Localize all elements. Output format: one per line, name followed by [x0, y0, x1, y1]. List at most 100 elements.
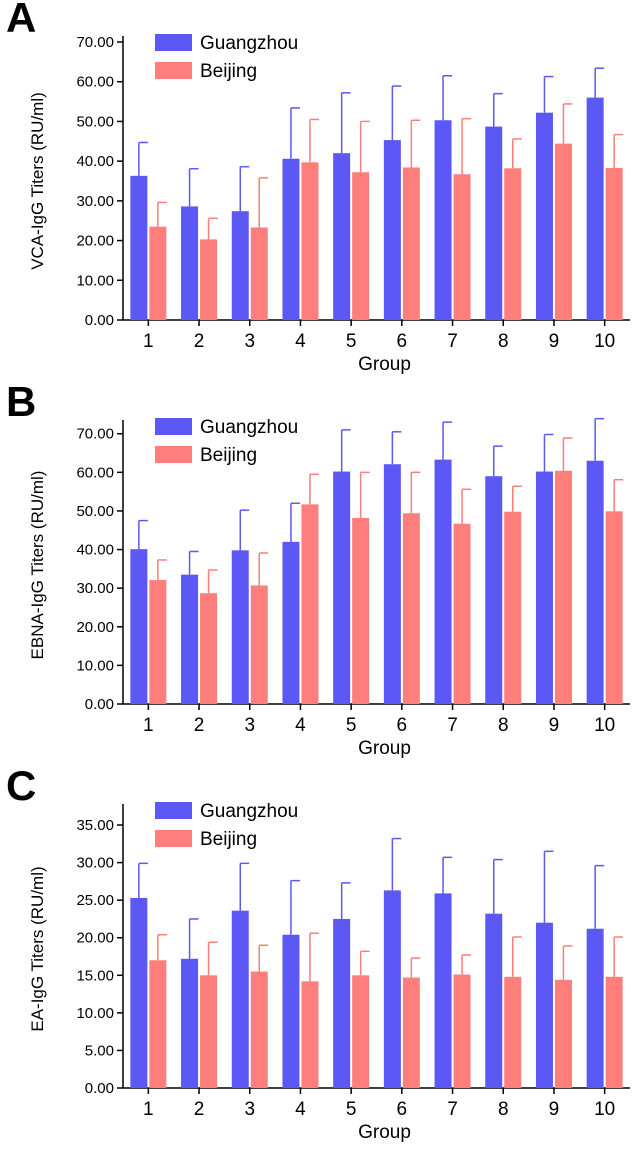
bar: [402, 167, 420, 320]
x-tick-label: 10: [594, 715, 615, 736]
bar: [149, 580, 167, 704]
bar: [181, 574, 199, 704]
y-tick-label: 70.00: [76, 34, 114, 51]
x-tick-label: 6: [397, 331, 408, 352]
x-tick-label: 2: [194, 1099, 205, 1120]
bar: [130, 549, 148, 704]
x-tick-label: 9: [549, 715, 560, 736]
panel-letter: B: [6, 378, 37, 425]
y-axis-label: VCA-IgG Titers (RU/ml): [28, 92, 47, 270]
bar: [586, 928, 604, 1088]
bar: [605, 511, 623, 704]
bar: [333, 471, 351, 704]
x-tick-label: 10: [594, 1099, 615, 1120]
bar: [282, 934, 300, 1088]
panel-a: A 0.00 10.00 20.00 30.00 40.00 50.00 60.00 70.0…: [0, 0, 637, 384]
bar: [301, 981, 319, 1088]
bar: [200, 975, 218, 1088]
legend-swatch: [155, 418, 192, 435]
bar: [504, 168, 522, 320]
y-tick-label: 50.00: [76, 503, 114, 520]
x-tick-label: 3: [244, 331, 255, 352]
bar: [485, 913, 503, 1088]
y-tick-label: 20.00: [76, 930, 114, 947]
bar: [181, 206, 199, 320]
y-tick-label: 50.00: [76, 113, 114, 130]
bar: [434, 459, 452, 704]
y-tick-label: 5.00: [85, 1042, 114, 1059]
x-tick-label: 10: [594, 331, 615, 352]
panel-letter: C: [6, 762, 37, 809]
legend-swatch: [155, 34, 192, 51]
x-tick-label: 3: [244, 715, 255, 736]
x-tick-label: 2: [194, 715, 205, 736]
x-tick-label: 2: [194, 331, 205, 352]
legend-label: Guangzhou: [200, 33, 298, 54]
x-tick-label: 1: [143, 715, 154, 736]
legend-swatch: [155, 446, 192, 463]
bar: [231, 910, 249, 1088]
bar: [352, 975, 370, 1088]
bar: [130, 175, 148, 320]
bar: [586, 97, 604, 320]
panel-b: B 0.00 10.00 20.00 30.00 40.00 50.00 60.00 70.0…: [0, 378, 637, 768]
bar: [586, 460, 604, 704]
y-tick-label: 0.00: [85, 1080, 114, 1097]
legend-label: Beijing: [200, 445, 257, 466]
x-tick-label: 3: [244, 1099, 255, 1120]
y-axis-label: EA-IgG Titers (RU/ml): [28, 866, 47, 1031]
bar: [282, 541, 300, 704]
bar-chart: 0.00 5.00 10.00 15.00 20.00 25.00 30.00 35.00 EA…: [28, 801, 630, 1143]
y-tick-label: 30.00: [76, 580, 114, 597]
bar: [250, 227, 268, 320]
x-axis-label: Group: [358, 738, 411, 759]
bar: [504, 976, 522, 1088]
bar: [352, 517, 370, 704]
legend-label: Beijing: [200, 829, 257, 850]
y-tick-label: 0.00: [85, 312, 114, 329]
x-axis-label: Group: [358, 1122, 411, 1143]
y-tick-label: 10.00: [76, 1005, 114, 1022]
x-tick-label: 9: [549, 1099, 560, 1120]
bar: [352, 172, 370, 320]
y-tick-label: 35.00: [76, 817, 114, 834]
y-tick-label: 60.00: [76, 74, 114, 91]
x-tick-label: 4: [295, 715, 306, 736]
y-tick-label: 20.00: [76, 233, 114, 250]
x-tick-label: 5: [346, 1099, 357, 1120]
bar: [200, 239, 218, 320]
bar: [149, 960, 167, 1088]
bar: [282, 158, 300, 320]
bar: [535, 112, 553, 320]
y-tick-label: 25.00: [76, 892, 114, 909]
legend-swatch: [155, 802, 192, 819]
bar: [231, 211, 249, 320]
bar: [383, 890, 401, 1088]
x-tick-label: 6: [397, 715, 408, 736]
y-tick-label: 10.00: [76, 272, 114, 289]
legend-swatch: [155, 62, 192, 79]
y-tick-label: 40.00: [76, 153, 114, 170]
bar: [250, 585, 268, 704]
legend-label: Beijing: [200, 61, 257, 82]
bar: [181, 958, 199, 1088]
bar: [605, 976, 623, 1088]
y-tick-label: 40.00: [76, 542, 114, 559]
x-tick-label: 7: [447, 331, 458, 352]
y-tick-label: 10.00: [76, 657, 114, 674]
bar: [504, 511, 522, 704]
bar: [149, 226, 167, 320]
panel-c: C 0.00 5.00 10.00 15.00 20.00 25.00 30.00 35.00…: [0, 762, 637, 1152]
x-tick-label: 9: [549, 331, 560, 352]
y-axis-label: EBNA-IgG Titers (RU/ml): [28, 471, 47, 660]
bar: [200, 593, 218, 704]
bar: [535, 922, 553, 1088]
y-tick-label: 30.00: [76, 193, 114, 210]
y-tick-label: 0.00: [85, 696, 114, 713]
bar: [605, 167, 623, 320]
bar: [402, 977, 420, 1088]
bar: [535, 471, 553, 704]
bar-chart: 0.00 10.00 20.00 30.00 40.00 50.00 60.00 70.00 V…: [28, 33, 630, 375]
x-tick-label: 8: [498, 715, 509, 736]
